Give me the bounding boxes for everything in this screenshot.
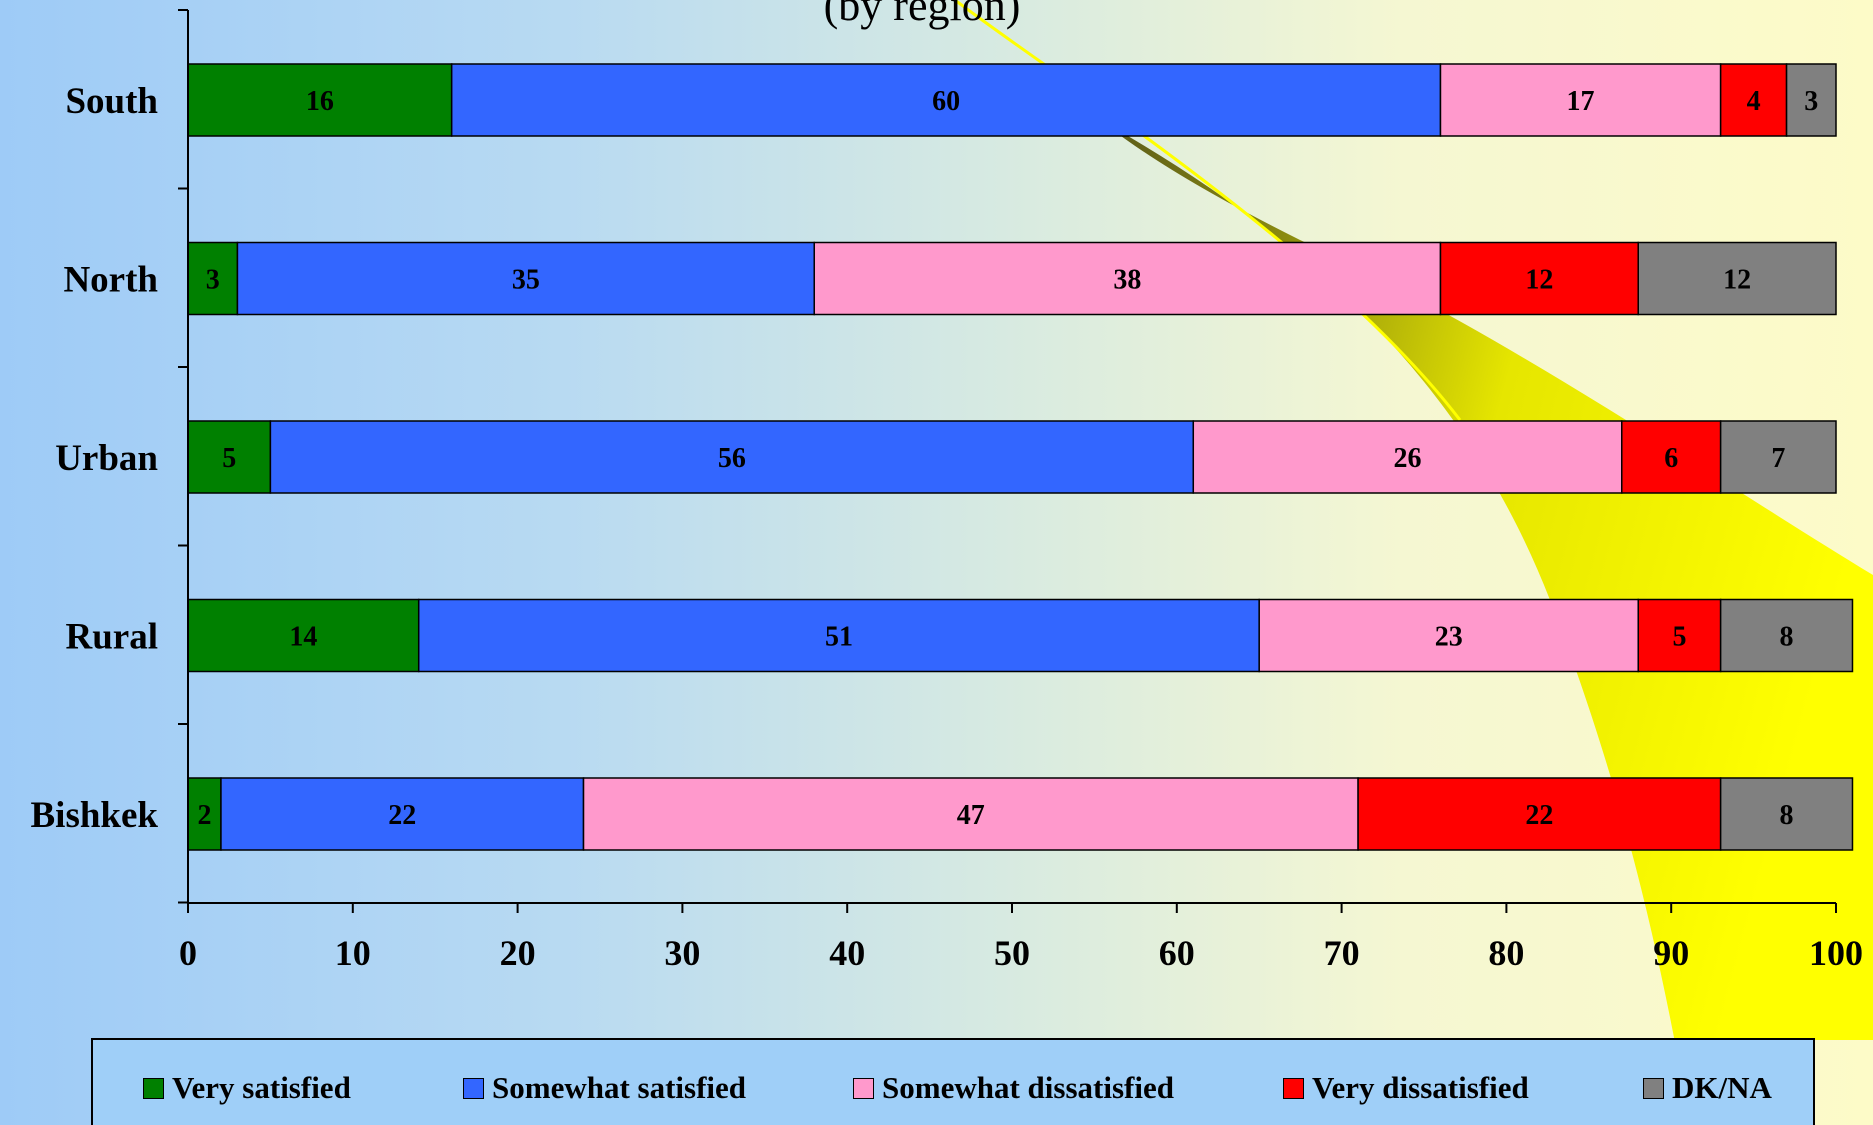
x-tick-label: 60 — [1159, 933, 1195, 973]
decorative-swoosh-line — [954, 0, 1462, 421]
x-tick-label: 40 — [829, 933, 865, 973]
bar-segment-south-somewhat-satisfied — [450, 63, 1442, 137]
x-tick-label: 70 — [1324, 933, 1360, 973]
legend-swatch — [143, 1077, 164, 1099]
category-label-rural: Rural — [66, 617, 159, 658]
legend-swatch — [1643, 1077, 1664, 1099]
legend-swatch — [1283, 1077, 1304, 1099]
bar-segment-urban-dk-na — [1719, 420, 1837, 494]
data-label: 16 — [306, 86, 334, 117]
data-label: 35 — [512, 265, 540, 296]
category-label-bishkek: Bishkek — [30, 795, 158, 836]
data-label: 2 — [197, 800, 211, 831]
bar-segment-bishkek-very-dissatisfied — [1357, 777, 1722, 851]
data-label: 51 — [825, 622, 853, 653]
data-label: 56 — [718, 443, 746, 474]
bar-segment-south-very-satisfied — [187, 63, 453, 137]
chart-legend: Very satisfied Somewhat satisfied Somewhat… — [91, 1038, 1815, 1125]
bar-segment-rural-dk-na — [1719, 598, 1854, 673]
data-label: 7 — [1771, 443, 1785, 474]
x-tick-label: 10 — [335, 933, 371, 973]
bar-segment-rural-very-satisfied — [187, 598, 420, 673]
bar-segment-south-very-dissatisfied — [1719, 63, 1788, 137]
data-label: 47 — [957, 800, 985, 831]
data-label: 38 — [1113, 265, 1141, 296]
data-label: 8 — [1780, 622, 1794, 653]
legend-item-somewhat-satisfied: Somewhat satisfied — [463, 1070, 746, 1106]
data-label: 5 — [1672, 622, 1686, 653]
bar-segment-north-dk-na — [1637, 241, 1837, 316]
bar-segment-south-dk-na — [1785, 63, 1837, 137]
legend-label: Very dissatisfied — [1312, 1070, 1529, 1105]
x-tick-label: 90 — [1653, 933, 1689, 973]
bar-segment-bishkek-somewhat-dissatisfied — [582, 777, 1359, 851]
legend-item-somewhat-dissatisfied: Somewhat dissatisfied — [853, 1070, 1174, 1106]
data-label: 12 — [1525, 265, 1553, 296]
bar-segment-north-somewhat-dissatisfied — [813, 241, 1442, 316]
bar-segment-rural-somewhat-satisfied — [417, 598, 1260, 673]
legend-label: Very satisfied — [172, 1070, 351, 1105]
x-tick-label: 80 — [1488, 933, 1524, 973]
data-label: 12 — [1723, 265, 1751, 296]
category-label-north: North — [63, 260, 158, 301]
bar-segment-rural-very-dissatisfied — [1637, 598, 1722, 673]
data-label: 6 — [1664, 443, 1678, 474]
legend-swatch — [463, 1077, 484, 1099]
data-label: 14 — [289, 622, 317, 653]
bar-segment-north-somewhat-satisfied — [236, 241, 815, 316]
data-label: 23 — [1435, 622, 1463, 653]
data-label: 5 — [222, 443, 236, 474]
bar-segment-north-very-satisfied — [187, 241, 239, 316]
bar-segment-bishkek-dk-na — [1719, 777, 1854, 851]
x-tick-label: 100 — [1809, 933, 1863, 973]
legend-item-dk-na: DK/NA — [1643, 1070, 1772, 1106]
legend-item-very-dissatisfied: Very dissatisfied — [1283, 1070, 1529, 1106]
bar-segment-urban-somewhat-satisfied — [269, 420, 1195, 494]
axes: 0 10 20 30 40 50 60 70 80 90 100 — [178, 9, 1863, 973]
x-tick-label: 0 — [179, 933, 197, 973]
data-label: 22 — [1525, 800, 1553, 831]
category-label-south: South — [65, 81, 158, 122]
legend-label: Somewhat dissatisfied — [882, 1070, 1174, 1105]
bar-segment-north-very-dissatisfied — [1439, 241, 1639, 316]
category-label-urban: Urban — [55, 438, 158, 479]
data-label: 22 — [388, 800, 416, 831]
bar-segment-rural-somewhat-dissatisfied — [1258, 598, 1639, 673]
legend-label: DK/NA — [1672, 1070, 1772, 1105]
legend-label: Somewhat satisfied — [492, 1070, 747, 1105]
x-tick-label: 20 — [500, 933, 536, 973]
bar-segment-urban-somewhat-dissatisfied — [1192, 420, 1623, 494]
data-label: 60 — [932, 86, 960, 117]
data-label: 3 — [1804, 86, 1818, 117]
data-label: 4 — [1747, 86, 1761, 117]
data-label: 26 — [1394, 443, 1422, 474]
data-label: 8 — [1780, 800, 1794, 831]
legend-swatch — [853, 1077, 874, 1099]
x-tick-label: 50 — [994, 933, 1030, 973]
data-label: 17 — [1567, 86, 1595, 117]
data-label: 3 — [206, 265, 220, 296]
bars-layer: South 16 60 17 4 3 North 3 35 38 12 12 Urban 5 56 26 6 7 R… — [30, 63, 1854, 851]
chart-title: (by region) — [824, 0, 1021, 30]
x-tick-label: 30 — [664, 933, 700, 973]
legend-item-very-satisfied: Very satisfied — [143, 1070, 351, 1106]
